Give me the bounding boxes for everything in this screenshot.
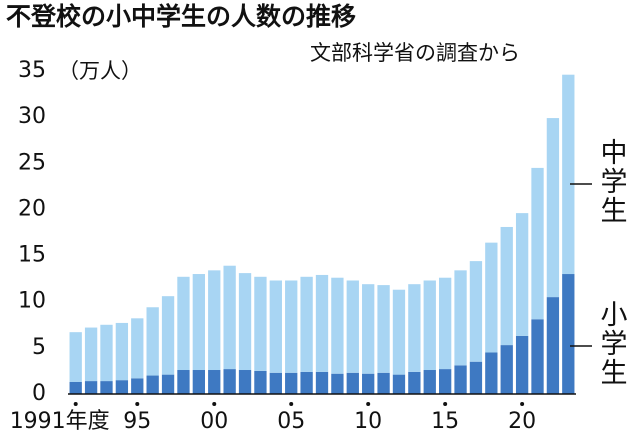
bar-segment	[146, 375, 159, 394]
y-tick-label: 5	[32, 335, 46, 360]
x-tick-dot	[443, 402, 448, 406]
x-tick-label: 15	[431, 409, 459, 434]
bar-segment	[285, 280, 298, 373]
bar-segment	[454, 365, 467, 394]
bar-segment	[84, 327, 98, 382]
x-tick-dot	[135, 402, 140, 406]
bar-segment	[377, 285, 390, 373]
bar-segment	[100, 381, 113, 394]
bar-segment	[115, 380, 129, 394]
bar-segment	[469, 261, 483, 362]
x-tick-label: 00	[200, 409, 228, 434]
bar-segment	[500, 226, 513, 346]
bar-segment	[208, 270, 221, 371]
bar-segment	[469, 361, 483, 394]
bar-segment	[131, 378, 144, 394]
y-axis-label: （万人）	[58, 59, 142, 83]
x-tick-dot	[212, 402, 217, 406]
x-tick-label: 20	[508, 409, 536, 434]
x-tick-dot	[289, 402, 294, 406]
bar-segment	[346, 280, 359, 373]
bar-segment	[362, 284, 375, 374]
x-tick-dot	[366, 402, 371, 406]
bar-segment	[254, 370, 267, 394]
x-tick-label: 1991年度	[10, 409, 110, 434]
bar-segment	[331, 373, 344, 394]
chart-subtitle: 文部科学省の調査から	[310, 41, 520, 65]
bar-segment	[531, 167, 544, 320]
bar-segment	[377, 372, 390, 394]
bar-segment	[315, 274, 329, 372]
bar-segment	[500, 345, 513, 394]
bar-segment	[238, 370, 252, 394]
bar-segment	[285, 372, 298, 394]
bar-segment	[177, 370, 190, 394]
bar-segment	[438, 277, 452, 370]
bar-segment	[192, 370, 206, 394]
bar-segment	[562, 274, 575, 394]
y-tick-label: 20	[18, 196, 46, 221]
x-tick-label: 05	[277, 409, 305, 434]
bar-segment	[69, 382, 82, 394]
bar-segment	[562, 74, 575, 275]
bar-segment	[346, 372, 359, 394]
bar-segment	[269, 372, 282, 394]
legend-label: 小学生	[596, 300, 628, 387]
bar-segment	[131, 318, 144, 379]
bar-segment	[300, 371, 313, 394]
bar-segment	[546, 297, 560, 394]
bar-segment	[515, 335, 529, 394]
y-tick-label: 0	[32, 381, 46, 406]
bar-segment	[408, 371, 421, 394]
bar-segment	[192, 274, 206, 371]
y-tick-label: 30	[18, 104, 46, 129]
bar-segment	[269, 280, 282, 373]
x-tick-dot	[73, 402, 78, 406]
bar-segment	[254, 276, 267, 371]
legend-label: 中学生	[596, 138, 627, 225]
bar-segment	[515, 213, 529, 336]
bar-segment	[238, 273, 252, 371]
bar-segment	[485, 352, 498, 394]
y-tick-label: 10	[18, 289, 46, 314]
bar-segment	[161, 374, 175, 394]
bar-segment	[84, 381, 98, 394]
y-tick-label: 25	[18, 150, 46, 175]
bar-segment	[438, 369, 452, 394]
y-tick-label: 35	[18, 58, 46, 83]
bar-segment	[331, 277, 344, 374]
bar-segment	[146, 307, 159, 376]
bar-segment	[69, 332, 82, 383]
chart-title: 不登校の小中学生の人数の推移	[6, 2, 356, 31]
bar-segment	[546, 118, 560, 298]
bar-segment	[300, 276, 313, 372]
bar-segment	[423, 370, 436, 394]
x-tick-label: 95	[123, 409, 151, 434]
bar-segment	[315, 371, 329, 394]
bar-segment	[177, 276, 190, 371]
bar-segment	[485, 242, 498, 353]
bar-segment	[423, 280, 436, 371]
bar-segment	[531, 319, 544, 394]
bar-segment	[223, 265, 236, 370]
bar-segment	[223, 369, 236, 394]
bar-segment	[100, 324, 113, 382]
bar-segment	[115, 322, 129, 381]
x-tick-label: 10	[354, 409, 382, 434]
bar-segment	[208, 370, 221, 394]
bar-segment	[454, 270, 467, 366]
bar-segment	[161, 296, 175, 375]
x-tick-dot	[520, 402, 525, 406]
bar-segment	[392, 289, 406, 375]
y-tick-label: 15	[18, 243, 46, 268]
bar-segment	[362, 373, 375, 394]
bar-segment	[392, 374, 406, 394]
bar-segment	[408, 284, 421, 372]
